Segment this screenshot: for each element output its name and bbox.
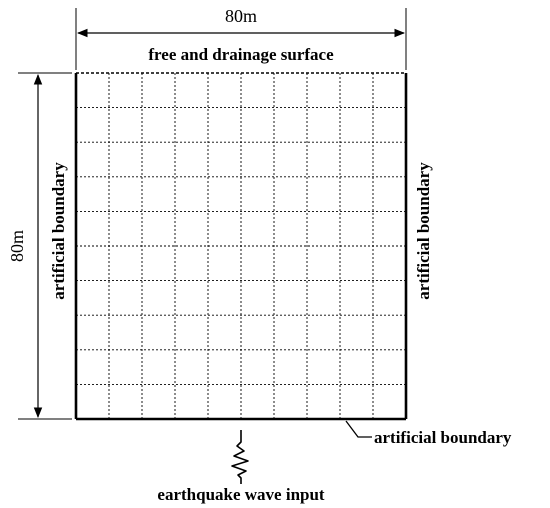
width-label: 80m — [225, 6, 257, 26]
earthquake-input-label: earthquake wave input — [157, 485, 325, 504]
mesh-grid — [76, 73, 406, 419]
bottom-boundary-label: artificial boundary — [374, 428, 512, 447]
earthquake-wave-icon — [231, 430, 249, 484]
bottom-boundary-leader — [345, 420, 372, 438]
top-surface-label: free and drainage surface — [148, 45, 334, 64]
left-boundary-label: artificial boundary — [49, 162, 68, 300]
right-boundary-label: artificial boundary — [414, 162, 433, 300]
height-label: 80m — [7, 230, 27, 262]
